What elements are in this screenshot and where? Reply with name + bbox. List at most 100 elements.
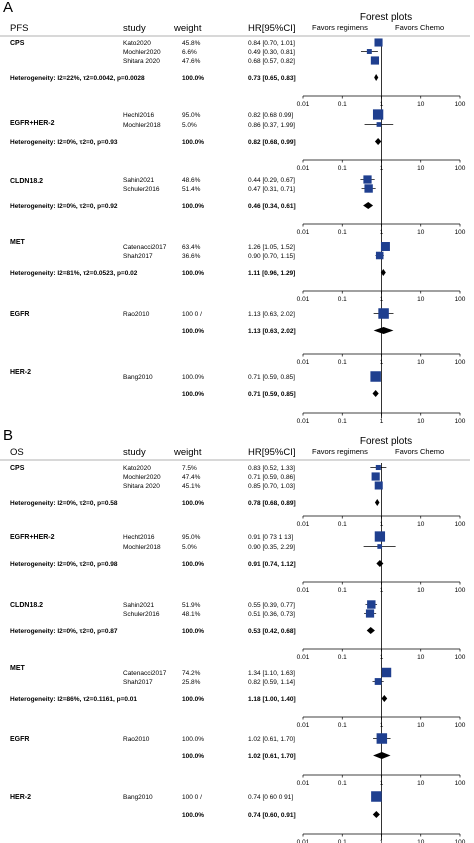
pooled-weight: 100.0%: [182, 75, 204, 82]
study-name: Catenacci2017: [123, 670, 167, 677]
study-name: Bang2010: [123, 374, 153, 381]
subgroup: CLDN18.2 Sahin2021 48.6% 0.44 [0.29, 0.67] S…: [10, 175, 466, 236]
x-axis-tick-label: 0.1: [338, 839, 347, 843]
subgroup-name: CPS: [10, 465, 25, 472]
heterogeneity-label: Heterogeneity: I2=22%, τ2=0.0042, p=0.00…: [10, 75, 145, 82]
x-axis-tick-label: 0.01: [297, 418, 310, 425]
study-name: Kato2020: [123, 40, 151, 47]
x-axis-tick-label: 10: [417, 296, 425, 303]
study-name: Shitara 2020: [123, 483, 160, 490]
pooled-hr-text: 0.78 [0.68, 0.89]: [248, 500, 296, 507]
pooled-weight: 100.0%: [182, 628, 204, 635]
subgroup-name: CLDN18.2: [10, 178, 43, 185]
study-name: Mochler2018: [123, 544, 161, 551]
study-weight: 5.0%: [182, 122, 197, 129]
study-name: Hecht2016: [123, 534, 155, 541]
x-axis-tick-label: 0.01: [297, 839, 310, 843]
pooled-hr-text: 0.82 [0.68, 0.99]: [248, 139, 296, 146]
weight-header: weight: [173, 447, 202, 458]
x-axis-tick-label: 1: [380, 359, 384, 366]
forest-title: Forest plots: [360, 12, 412, 23]
x-axis-tick-label: 0.01: [297, 165, 310, 172]
study-hr-marker: [380, 242, 390, 251]
study-name: Sahin2021: [123, 177, 154, 184]
x-axis-tick-label: 10: [417, 722, 425, 729]
study-hr-marker: [375, 251, 384, 260]
pooled-diamond: [374, 499, 380, 506]
x-axis-tick-label: 100: [455, 101, 466, 108]
x-axis-tick-label: 10: [417, 839, 425, 843]
subgroup: CPS Kato2020 7.5% 0.83 [0.52, 1.33] Mochler2…: [10, 464, 466, 528]
weight-header: weight: [173, 23, 202, 34]
x-axis-tick-label: 100: [455, 418, 466, 425]
study-name: Shah2017: [123, 679, 153, 686]
x-axis-tick-label: 0.01: [297, 229, 310, 236]
study-hr-marker: [377, 544, 383, 549]
x-axis-tick-label: 100: [455, 521, 466, 528]
study-hr-marker: [381, 667, 392, 678]
study-hr-marker: [370, 371, 381, 382]
subgroup-name: CLDN18.2: [10, 602, 43, 609]
study-weight: 48.6%: [182, 177, 201, 184]
study-weight: 48.1%: [182, 611, 201, 618]
x-axis-tick-label: 0.1: [338, 654, 347, 661]
x-axis-tick-label: 1: [380, 418, 384, 425]
study-hr-text: 0.68 [0.57, 0.82]: [248, 58, 295, 65]
heterogeneity-label: Heterogeneity: I2=86%, τ2=0.1161, p=0.01: [10, 696, 137, 703]
pooled-weight: 100.0%: [182, 139, 204, 146]
heterogeneity-label: Heterogeneity: I2=0%, τ2=0, p=0.87: [10, 628, 118, 635]
pooled-hr-text: 0.53 [0.42, 0.68]: [248, 628, 296, 635]
x-axis-tick-label: 0.1: [338, 165, 347, 172]
x-axis-tick-label: 0.1: [338, 359, 347, 366]
study-name: Mochler2018: [123, 122, 161, 129]
x-axis-tick-label: 100: [455, 654, 466, 661]
study-hr-text: 0.90 [0.70, 1.15]: [248, 253, 295, 260]
study-hr-text: 0.47 [0.31, 0.71]: [248, 186, 295, 193]
study-name: Rao2010: [123, 736, 150, 743]
study-hr-marker: [375, 464, 381, 471]
x-axis-tick-label: 100: [455, 839, 466, 843]
x-axis-tick-label: 0.1: [338, 418, 347, 425]
subgroup-name: HER-2: [10, 794, 31, 801]
outcome-header: PFS: [10, 23, 28, 34]
study-name: Shitara 2020: [123, 58, 160, 65]
study-hr-marker: [371, 791, 382, 802]
study-name: Schuler2016: [123, 186, 160, 193]
x-axis-tick-label: 10: [417, 359, 425, 366]
pooled-weight: 100.0%: [182, 812, 204, 819]
study-name: Rao2010: [123, 311, 150, 318]
study-hr-text: 0.51 [0.36, 0.73]: [248, 611, 295, 618]
study-name: Mochler2020: [123, 49, 161, 56]
study-weight: 100 0 /: [182, 794, 202, 801]
study-hr-text: 0.71 [0.59, 0.85]: [248, 374, 295, 381]
study-weight: 45.1%: [182, 483, 201, 490]
pooled-diamond: [373, 327, 394, 334]
hr-header: HR[95%CI]: [248, 23, 296, 34]
study-hr-marker: [376, 733, 388, 744]
pooled-diamond: [372, 811, 380, 818]
subgroup-name: MET: [10, 665, 26, 672]
study-hr-text: 0.82 [0.68 0.99]: [248, 112, 293, 119]
pooled-hr-text: 0.73 [0.65, 0.83]: [248, 75, 296, 82]
favors-regimens-label: Favors regimens: [312, 447, 368, 456]
study-hr-text: 1.02 [0.61, 1.70]: [248, 736, 295, 743]
pooled-hr-text: 0.74 [0.60, 0.91]: [248, 812, 296, 819]
x-axis-tick-label: 100: [455, 296, 466, 303]
x-axis-tick-label: 10: [417, 418, 425, 425]
heterogeneity-label: Heterogeneity: I2=0%, τ2=0, p=0.93: [10, 139, 118, 146]
study-hr-marker: [374, 38, 383, 47]
subgroup: CPS Kato2020 45.8% 0.84 [0.70, 1.01] Mochler…: [10, 38, 466, 108]
study-weight: 51.4%: [182, 186, 201, 193]
study-hr-marker: [370, 56, 380, 65]
study-hr-text: 1.34 [1.10, 1.63]: [248, 670, 295, 677]
pooled-hr-text: 1.18 [1.00, 1.40]: [248, 696, 296, 703]
pooled-diamond: [372, 390, 379, 397]
forest-panel-b: B OS study weight HR[95%CI] Forest plotsFavor…: [0, 427, 470, 843]
x-axis-tick-label: 1: [380, 101, 384, 108]
pooled-hr-text: 0.71 [0.59, 0.85]: [248, 391, 296, 398]
pooled-diamond: [374, 138, 382, 145]
study-hr-text: 0.90 [0.35, 2.29]: [248, 544, 295, 551]
study-weight: 95.0%: [182, 112, 201, 119]
